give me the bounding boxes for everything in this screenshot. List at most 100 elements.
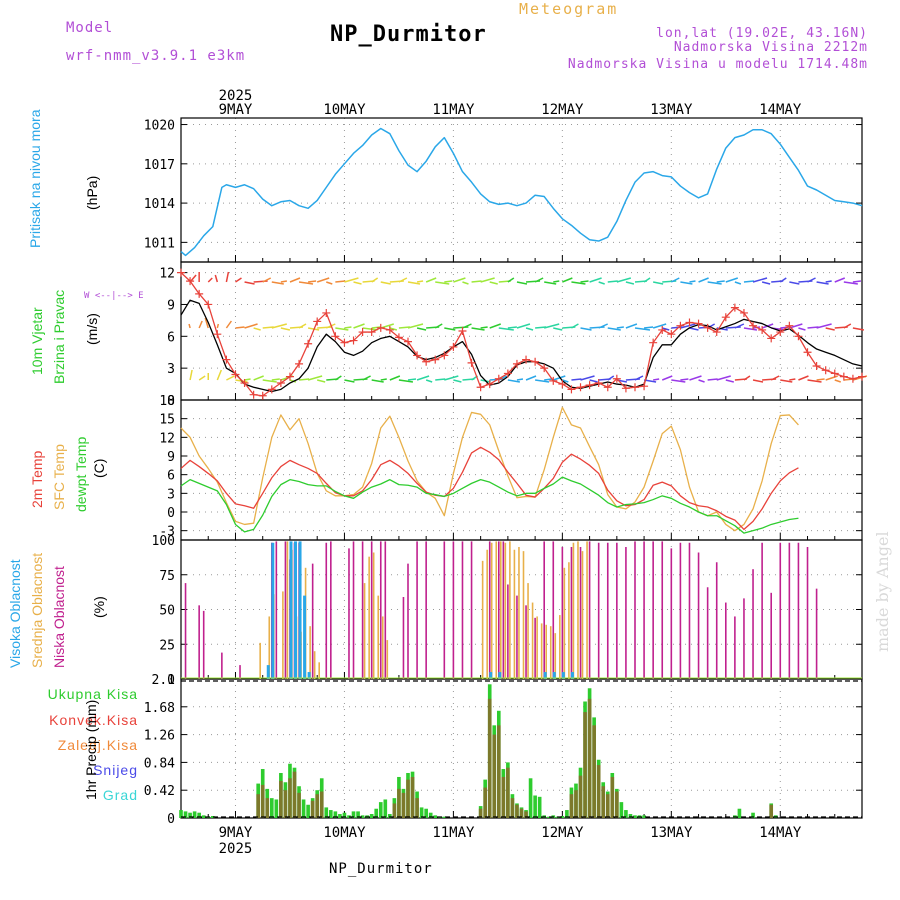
wind-gust-marker [712, 328, 721, 337]
wind-barb [680, 323, 696, 329]
wind-barb [607, 375, 615, 381]
legend-snow: Snijeg [93, 762, 138, 778]
wind-barb [371, 379, 384, 383]
wind-barb [652, 323, 667, 329]
precip-convective-bar [310, 800, 315, 818]
precip-convective-bar [510, 798, 515, 818]
wind-barb [516, 281, 528, 285]
wind-barb [189, 369, 193, 381]
wind-gust-marker [503, 369, 512, 378]
precip-total-bar [533, 795, 537, 818]
wind-barb [462, 323, 472, 329]
wind-gust-marker [467, 358, 476, 367]
precip-total-bar [624, 810, 628, 818]
wind-gust-marker [749, 321, 758, 330]
precip-convective-bar [610, 776, 615, 818]
wind-barb [344, 326, 352, 329]
precip-convective-bar [292, 771, 297, 818]
wind-barb [380, 281, 391, 285]
wind-gust-marker [540, 364, 549, 373]
wind-gust-marker [803, 348, 812, 357]
wind-barb [535, 379, 550, 383]
y-tick-label: 1020 [144, 119, 175, 134]
wind-barb [471, 280, 482, 283]
wind-gust-marker [594, 379, 603, 388]
wind-barb [607, 327, 621, 331]
precip-total-bar [751, 812, 755, 818]
wind-barb [562, 277, 573, 283]
precip-total-bar [347, 815, 351, 818]
wind-barb [262, 379, 277, 383]
wind-gust-marker [195, 289, 204, 298]
wind-gust-marker [812, 362, 821, 371]
wind-barb [453, 379, 462, 383]
precip-convective-bar [392, 803, 397, 818]
wind-barb [680, 378, 689, 381]
precip-total-bar [374, 808, 379, 818]
wind-gust-marker [367, 328, 376, 337]
wind-gust-marker [240, 379, 249, 388]
wind-barb [316, 277, 330, 283]
panel-frame [180, 678, 863, 819]
precip-total-bar [388, 814, 392, 818]
wind-barb [834, 379, 841, 383]
wind-gust-marker [431, 355, 440, 364]
wind-barb [416, 327, 427, 331]
wind-barb [289, 277, 301, 283]
precip-total-bar [338, 814, 342, 818]
precip-total-bar [442, 816, 447, 818]
precip-convective-bar [478, 808, 483, 818]
y-tick-label: 0 [167, 812, 175, 827]
precip-convective-bar [592, 725, 596, 818]
top-day-label: 9MAY [219, 102, 253, 118]
wind-barb [780, 379, 793, 383]
wind-barb [271, 281, 284, 285]
wind-gust-marker [612, 374, 621, 383]
wind-barb [571, 378, 582, 381]
y-tick-label: 0 [167, 673, 175, 688]
pressure-line [180, 127, 863, 257]
wind-barb [544, 378, 553, 381]
precip-total-bar [424, 808, 428, 818]
wind-barb [553, 280, 560, 283]
precip-convective-bar [483, 787, 487, 818]
sfc-temp-line [180, 406, 799, 532]
wind-barb [725, 277, 739, 283]
wind-gust-marker [512, 359, 521, 368]
precip-convective-bar [569, 794, 574, 818]
precip-convective-bar [596, 765, 601, 818]
y-tick-label: 9 [167, 450, 175, 465]
wind-barb [198, 375, 206, 381]
wind-barb [407, 323, 424, 329]
precip-convective-bar [260, 784, 265, 818]
bottom-day-label: 11MAY [432, 825, 475, 841]
wind-barb [661, 375, 673, 381]
wind-barb [534, 277, 544, 283]
bottom-day-label: 10MAY [323, 825, 366, 841]
wind-gust-marker [376, 323, 385, 332]
wind-barb [634, 327, 651, 331]
wind-barb [607, 280, 618, 283]
wind-gust-marker [258, 391, 267, 400]
wind-barb [670, 277, 680, 283]
y-tick-label: 1011 [144, 236, 175, 251]
wind-speed-line [180, 299, 863, 393]
wind-barb [770, 375, 780, 381]
wind-gust-marker [776, 328, 785, 337]
chart-title: NP_Durmitor [330, 22, 487, 47]
wind-barb [398, 277, 408, 283]
y-tick-label: 0 [167, 506, 175, 521]
wind-gust-marker [494, 374, 503, 383]
wind-gust-marker [394, 333, 403, 342]
top-year-label: 2025 [219, 88, 253, 104]
precip-total-bar [383, 799, 388, 818]
wind-barb [435, 281, 450, 285]
wind-barb [389, 375, 401, 381]
wind-barb [525, 375, 537, 381]
precip-convective-bar [587, 698, 592, 818]
wind-barb [653, 281, 664, 285]
precip-total-bar [356, 811, 360, 818]
lonlat-label: lon,lat (19.02E, 43.16N) [656, 26, 868, 41]
wind-barb [207, 277, 213, 283]
wind-barb [444, 327, 456, 331]
